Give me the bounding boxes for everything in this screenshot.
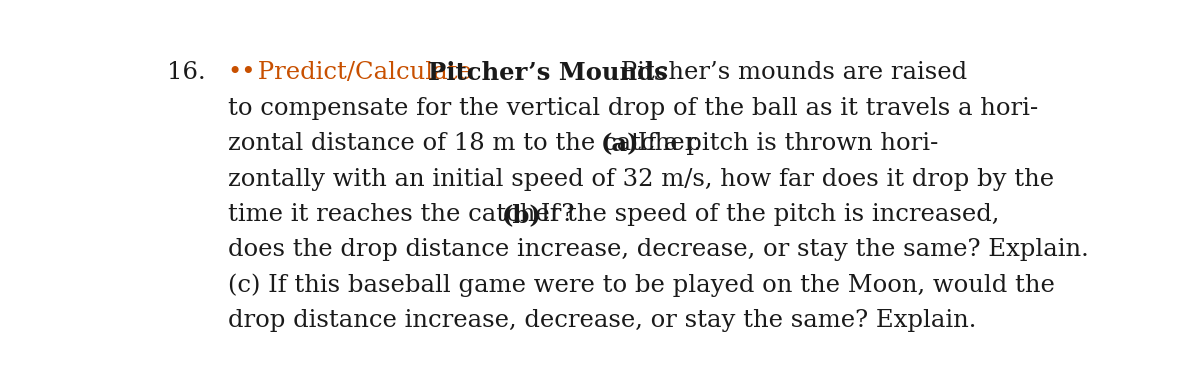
Text: Predict/Calculate: Predict/Calculate [250,61,472,84]
Text: zontally with an initial speed of 32 m/s, how far does it drop by the: zontally with an initial speed of 32 m/s… [228,168,1054,191]
Text: ••: •• [228,61,256,84]
Text: drop distance increase, decrease, or stay the same? Explain.: drop distance increase, decrease, or sta… [228,309,976,332]
Text: (a): (a) [600,132,638,156]
Text: (b): (b) [502,203,541,227]
Text: zontal distance of 18 m to the catcher.: zontal distance of 18 m to the catcher. [228,132,708,155]
Text: If the speed of the pitch is increased,: If the speed of the pitch is increased, [533,203,1000,226]
Text: 16.: 16. [167,61,205,84]
Text: Pitcher’s Mounds: Pitcher’s Mounds [427,61,667,85]
Text: time it reaches the catcher?: time it reaches the catcher? [228,203,582,226]
Text: (c) If this baseball game were to be played on the Moon, would the: (c) If this baseball game were to be pla… [228,274,1055,298]
Text: If a pitch is thrown hori-: If a pitch is thrown hori- [630,132,938,155]
Text: to compensate for the vertical drop of the ball as it travels a hori-: to compensate for the vertical drop of t… [228,97,1038,120]
Text: Pitcher’s mounds are raised: Pitcher’s mounds are raised [613,61,967,84]
Text: does the drop distance increase, decrease, or stay the same? Explain.: does the drop distance increase, decreas… [228,239,1088,262]
